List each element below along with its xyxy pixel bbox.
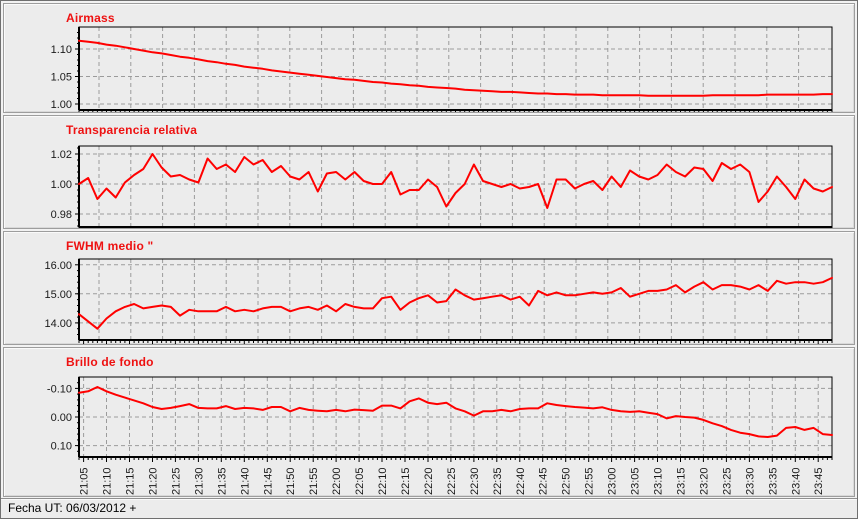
status-bar: Fecha UT: 06/03/2012 +: [1, 498, 857, 518]
plot-frame: [78, 258, 833, 341]
x-tick-label: 22:35: [492, 467, 504, 495]
transparencia-panel: 1.02 1.00 0.98 Transparencia relativa: [3, 115, 855, 229]
y-tick-label: 1.05: [51, 72, 72, 84]
x-tick-label: 22:30: [469, 467, 481, 495]
x-tick-label: 22:10: [377, 467, 389, 495]
y-tick-label: 0.98: [51, 209, 72, 221]
airmass-panel: 1.10 1.05 1.00 Airmass: [3, 3, 855, 113]
transparencia-chart-title: Transparencia relativa: [66, 123, 198, 137]
brillo-chart-title: Brillo de fondo: [66, 355, 154, 369]
y-tick-label: 0.00: [51, 412, 72, 424]
x-tick-label: 21:30: [193, 467, 205, 495]
x-tick-label: 22:45: [538, 467, 550, 495]
x-tick-label: 23:15: [676, 467, 688, 495]
series-line: [78, 153, 833, 209]
plot-frame: [78, 145, 833, 228]
airmass-chart-canvas[interactable]: 1.10 1.05 1.00: [4, 4, 854, 112]
x-tick-label: 23:00: [607, 467, 619, 495]
x-tick-label: 22:05: [354, 467, 366, 495]
brillo-panel: -0.10 0.00 0.10 21:05 21:10 21:15 21:20 21:25 21…: [3, 347, 855, 497]
fwhm-chart-title: FWHM medio ": [66, 239, 154, 253]
series-line: [78, 39, 833, 97]
x-tick-label: 21:40: [239, 467, 251, 495]
x-tick-label: 21:05: [79, 467, 91, 495]
fwhm-panel: 16.00 15.00 14.00 FWHM medio ": [3, 231, 855, 345]
x-tick-label: 23:35: [767, 467, 779, 495]
series-line: [78, 276, 833, 330]
y-tick-label: 1.02: [51, 149, 72, 161]
x-tick-label: 22:15: [400, 467, 412, 495]
y-tick-label: 16.00: [44, 260, 72, 272]
status-date-label: Fecha UT: 06/03/2012 +: [8, 501, 137, 515]
x-tick-label: 22:50: [561, 467, 573, 495]
brillo-chart-canvas[interactable]: -0.10 0.00 0.10 21:05 21:10 21:15 21:20 21:25 21…: [4, 348, 854, 496]
y-tick-label: 0.10: [51, 441, 72, 453]
x-tick-label: 21:15: [125, 467, 137, 495]
x-tick-label: 21:25: [170, 467, 182, 495]
x-tick-label: 21:45: [262, 467, 274, 495]
plot-frame: [78, 26, 833, 111]
airmass-chart-title: Airmass: [66, 11, 115, 25]
x-tick-label: 22:55: [584, 467, 596, 495]
x-tick-label: 23:40: [790, 467, 802, 495]
x-tick-label: 23:05: [630, 467, 642, 495]
transparencia-chart-canvas[interactable]: 1.02 1.00 0.98: [4, 116, 854, 228]
x-tick-label: 22:40: [515, 467, 527, 495]
fwhm-chart-canvas[interactable]: 16.00 15.00 14.00: [4, 232, 854, 344]
y-tick-label: 1.00: [51, 179, 72, 191]
y-tick-label: 14.00: [44, 318, 72, 330]
series-line: [78, 386, 833, 438]
y-tick-label: 15.00: [44, 289, 72, 301]
x-tick-label: 23:20: [698, 467, 710, 495]
x-tick-label: 22:25: [446, 467, 458, 495]
x-tick-label: 22:20: [423, 467, 435, 495]
y-tick-label: 1.10: [51, 44, 72, 56]
x-tick-label: 22:00: [331, 467, 343, 495]
x-tick-label: 21:10: [102, 467, 114, 495]
x-tick-label: 21:35: [216, 467, 228, 495]
x-tick-label: 21:20: [148, 467, 160, 495]
y-tick-label: -0.10: [47, 383, 72, 395]
y-tick-label: 1.00: [51, 99, 72, 111]
x-tick-label: 23:10: [653, 467, 665, 495]
x-tick-label: 23:30: [744, 467, 756, 495]
x-tick-label: 21:55: [308, 467, 320, 495]
x-tick-label: 23:25: [721, 467, 733, 495]
x-tick-label: 21:50: [285, 467, 297, 495]
x-tick-label: 23:45: [813, 467, 825, 495]
